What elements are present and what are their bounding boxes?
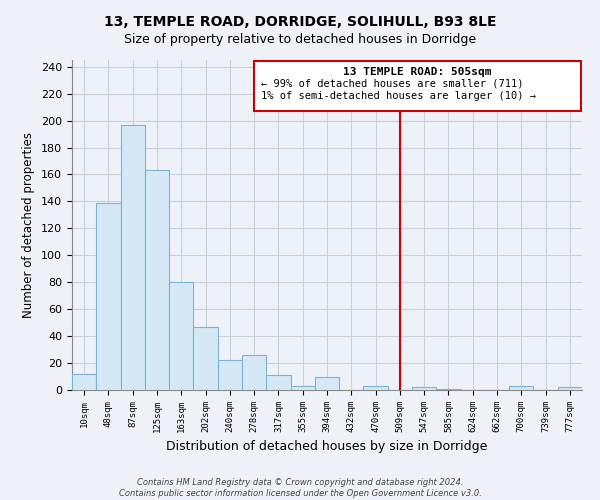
Bar [96,203,121,390]
Text: Size of property relative to detached houses in Dorridge: Size of property relative to detached ho… [124,32,476,46]
Bar [266,375,290,390]
Bar [72,374,96,390]
Bar [169,282,193,390]
FancyBboxPatch shape [254,62,581,111]
Text: 1% of semi-detached houses are larger (10) →: 1% of semi-detached houses are larger (1… [262,91,536,101]
Y-axis label: Number of detached properties: Number of detached properties [22,132,35,318]
Text: Contains HM Land Registry data © Crown copyright and database right 2024.
Contai: Contains HM Land Registry data © Crown c… [119,478,481,498]
X-axis label: Distribution of detached houses by size in Dorridge: Distribution of detached houses by size … [166,440,488,454]
Bar [315,376,339,390]
Bar [193,326,218,390]
Bar [145,170,169,390]
Bar [242,355,266,390]
Text: 13 TEMPLE ROAD: 505sqm: 13 TEMPLE ROAD: 505sqm [343,66,492,76]
Bar [412,388,436,390]
Bar [509,386,533,390]
Bar [121,124,145,390]
Bar [436,388,461,390]
Text: 13, TEMPLE ROAD, DORRIDGE, SOLIHULL, B93 8LE: 13, TEMPLE ROAD, DORRIDGE, SOLIHULL, B93… [104,15,496,29]
Bar [218,360,242,390]
Bar [364,386,388,390]
Bar [558,388,582,390]
Text: ← 99% of detached houses are smaller (711): ← 99% of detached houses are smaller (71… [262,79,524,89]
Bar [290,386,315,390]
